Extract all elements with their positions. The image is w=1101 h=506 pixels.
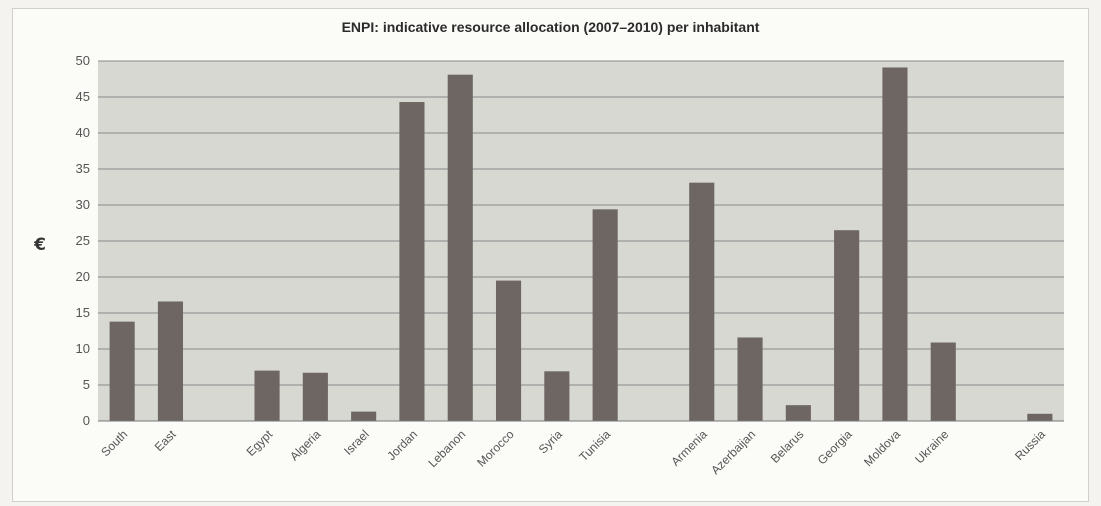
y-tick-label: 10 bbox=[76, 341, 90, 356]
y-tick-label: 15 bbox=[76, 305, 90, 320]
x-tick-label: Morocco bbox=[474, 427, 517, 470]
bar-syria bbox=[544, 371, 570, 421]
x-tick-label: Moldova bbox=[861, 427, 903, 469]
bar-lebanon bbox=[447, 74, 473, 422]
x-tick-label: Algeria bbox=[287, 427, 324, 464]
y-tick-label: 30 bbox=[76, 197, 90, 212]
bar-morocco bbox=[495, 280, 522, 421]
bar-moldova bbox=[882, 67, 908, 421]
y-axis-label: € bbox=[33, 235, 46, 255]
bar-jordan bbox=[399, 102, 425, 421]
y-tick-label: 25 bbox=[76, 233, 90, 248]
x-tick-label: Syria bbox=[536, 427, 565, 456]
y-tick-label: 5 bbox=[83, 377, 90, 392]
chart-title: ENPI: indicative resource allocation (20… bbox=[341, 19, 760, 35]
bar-belarus bbox=[785, 405, 811, 421]
x-tick-label: Georgia bbox=[815, 427, 855, 467]
bar-ukraine bbox=[930, 342, 956, 421]
y-tick-label: 20 bbox=[76, 269, 90, 284]
bar-south bbox=[109, 321, 135, 421]
bar-russia bbox=[1027, 413, 1053, 421]
x-tick-label: Armenia bbox=[668, 427, 710, 469]
x-tick-label: Tunisia bbox=[576, 427, 613, 464]
bar-armenia bbox=[689, 182, 715, 421]
bar-east bbox=[157, 301, 184, 421]
x-tick-label: Ukraine bbox=[912, 427, 951, 466]
x-tick-label: Lebanon bbox=[425, 427, 468, 470]
x-tick-label: Azerbaijan bbox=[708, 427, 758, 477]
x-tick-label: South bbox=[98, 427, 130, 459]
x-tick-label: Jordan bbox=[384, 427, 420, 463]
bar-algeria bbox=[302, 372, 328, 421]
bar-georgia bbox=[834, 230, 860, 421]
bar-tunisia bbox=[592, 209, 618, 421]
y-tick-label: 40 bbox=[76, 125, 90, 140]
x-tick-label: Belarus bbox=[768, 427, 807, 466]
x-axis-ticks: South East Egypt Algeria Israel Jordan Lebanon… bbox=[98, 427, 1048, 477]
y-tick-label: 35 bbox=[76, 161, 90, 176]
y-axis-ticks: 0 5 10 15 20 25 30 35 40 45 50 bbox=[76, 53, 90, 428]
bar-azerbaijan bbox=[737, 337, 763, 421]
bar-israel bbox=[351, 411, 377, 421]
x-tick-label: Israel bbox=[341, 427, 372, 458]
y-tick-label: 50 bbox=[76, 53, 90, 68]
x-tick-label: Egypt bbox=[244, 427, 276, 459]
bar-egypt bbox=[254, 370, 280, 421]
x-tick-label: East bbox=[152, 427, 179, 454]
y-tick-label: 45 bbox=[76, 89, 90, 104]
bars bbox=[109, 67, 1053, 422]
y-tick-label: 0 bbox=[83, 413, 90, 428]
x-tick-label: Russia bbox=[1012, 427, 1048, 463]
